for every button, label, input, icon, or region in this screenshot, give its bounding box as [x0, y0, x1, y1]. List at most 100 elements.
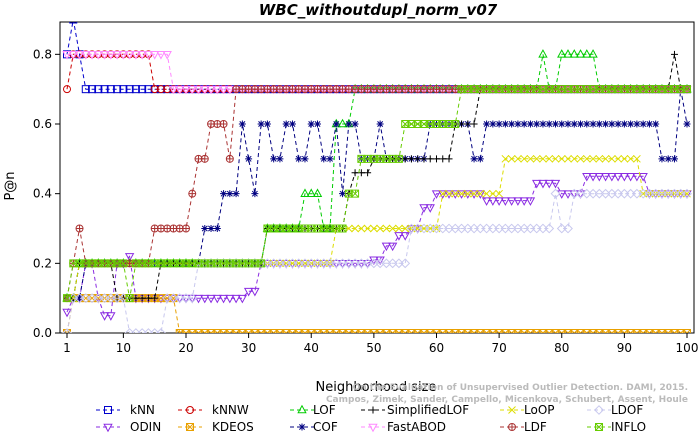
legend-marker: [103, 423, 113, 433]
data-point: [600, 172, 611, 182]
data-point: [156, 294, 166, 304]
data-point: [545, 120, 553, 128]
data-point: [131, 51, 141, 60]
data-point: [664, 155, 672, 163]
data-point: [613, 172, 623, 182]
x-tick-label: 10: [116, 341, 131, 355]
data-point: [319, 260, 329, 269]
data-point: [539, 120, 547, 128]
data-point: [62, 51, 72, 60]
data-point: [558, 120, 566, 128]
data-point: [307, 120, 315, 128]
data-point: [620, 154, 629, 163]
data-point: [419, 85, 428, 94]
data-point: [495, 120, 503, 128]
data-point: [351, 85, 360, 94]
legend-marker: [297, 404, 307, 414]
data-point: [263, 120, 271, 128]
plot-frame: [59, 21, 695, 334]
legend-item-kdeos: KDEOS: [178, 420, 254, 434]
data-point: [627, 120, 635, 128]
data-point: [206, 85, 216, 95]
data-point: [495, 189, 503, 198]
data-point: [144, 85, 153, 94]
data-point: [362, 260, 373, 269]
legend: kNN kNNW LOF SimplifiedLOF LoOP LDOF ODIN KDEOS…: [96, 403, 646, 434]
data-point: [619, 172, 630, 182]
data-point: [401, 224, 410, 233]
data-point: [557, 190, 567, 199]
data-point: [575, 49, 586, 58]
legend-label: LDF: [524, 420, 547, 434]
data-point: [188, 189, 197, 198]
x-tick-label: 30: [241, 341, 256, 355]
data-point: [201, 225, 209, 232]
data-point: [476, 189, 485, 198]
data-point: [351, 189, 360, 198]
data-point: [106, 85, 115, 94]
data-point: [99, 312, 110, 321]
series-ldf: [63, 85, 692, 303]
data-point: [483, 120, 491, 128]
data-point: [312, 260, 323, 269]
data-point: [626, 154, 635, 163]
data-point: [532, 154, 541, 163]
data-point: [207, 225, 215, 232]
legend-label: ODIN: [130, 420, 161, 434]
data-point: [364, 169, 372, 177]
data-point: [81, 51, 91, 60]
data-point: [532, 179, 542, 189]
data-point: [181, 224, 190, 233]
data-point: [350, 260, 360, 269]
data-point: [469, 190, 479, 199]
data-point: [212, 85, 222, 95]
legend-label: FastABOD: [387, 420, 446, 434]
data-point: [470, 155, 478, 163]
data-point: [501, 120, 509, 128]
legend-item-odin: ODIN: [96, 420, 161, 434]
data-point: [444, 190, 454, 199]
data-point: [395, 224, 403, 233]
data-point: [306, 260, 316, 269]
data-point: [156, 51, 166, 60]
data-point: [577, 120, 585, 128]
data-point: [337, 260, 348, 269]
data-point: [682, 188, 692, 199]
data-point: [237, 294, 248, 304]
x-tick-label: 100: [676, 341, 699, 355]
data-point: [124, 51, 135, 60]
data-point: [670, 50, 678, 58]
data-point: [262, 260, 273, 269]
legend-marker: [508, 406, 516, 414]
data-point: [213, 225, 221, 232]
data-point: [569, 190, 579, 199]
data-point: [276, 155, 284, 163]
data-point: [519, 197, 529, 206]
data-point: [118, 51, 129, 60]
data-point: [144, 294, 152, 302]
data-point: [231, 294, 241, 304]
data-point: [432, 155, 440, 163]
data-point: [319, 85, 328, 94]
data-point: [438, 190, 448, 199]
data-point: [76, 294, 84, 302]
data-point: [676, 190, 686, 199]
data-point: [582, 154, 591, 163]
legend-item-simplifiedlof: SimplifiedLOF: [361, 403, 469, 417]
data-point: [406, 225, 417, 234]
legend-item-inflo: INFLO: [587, 420, 646, 434]
data-point: [569, 49, 579, 58]
data-point: [344, 260, 354, 269]
legend-item-knnw: kNNW: [178, 403, 249, 417]
data-point: [451, 189, 460, 198]
data-point: [112, 51, 122, 60]
y-tick-label: 0.2: [33, 256, 52, 270]
data-point: [113, 85, 122, 94]
watermark-line-1: On the Evaluation of Unsupervised Outlie…: [353, 383, 688, 393]
series-kdeos: [63, 294, 691, 333]
data-point: [245, 155, 253, 163]
y-tick-label: 0.6: [33, 117, 52, 131]
data-point: [426, 155, 434, 163]
data-point: [226, 190, 234, 198]
data-point: [369, 85, 378, 94]
